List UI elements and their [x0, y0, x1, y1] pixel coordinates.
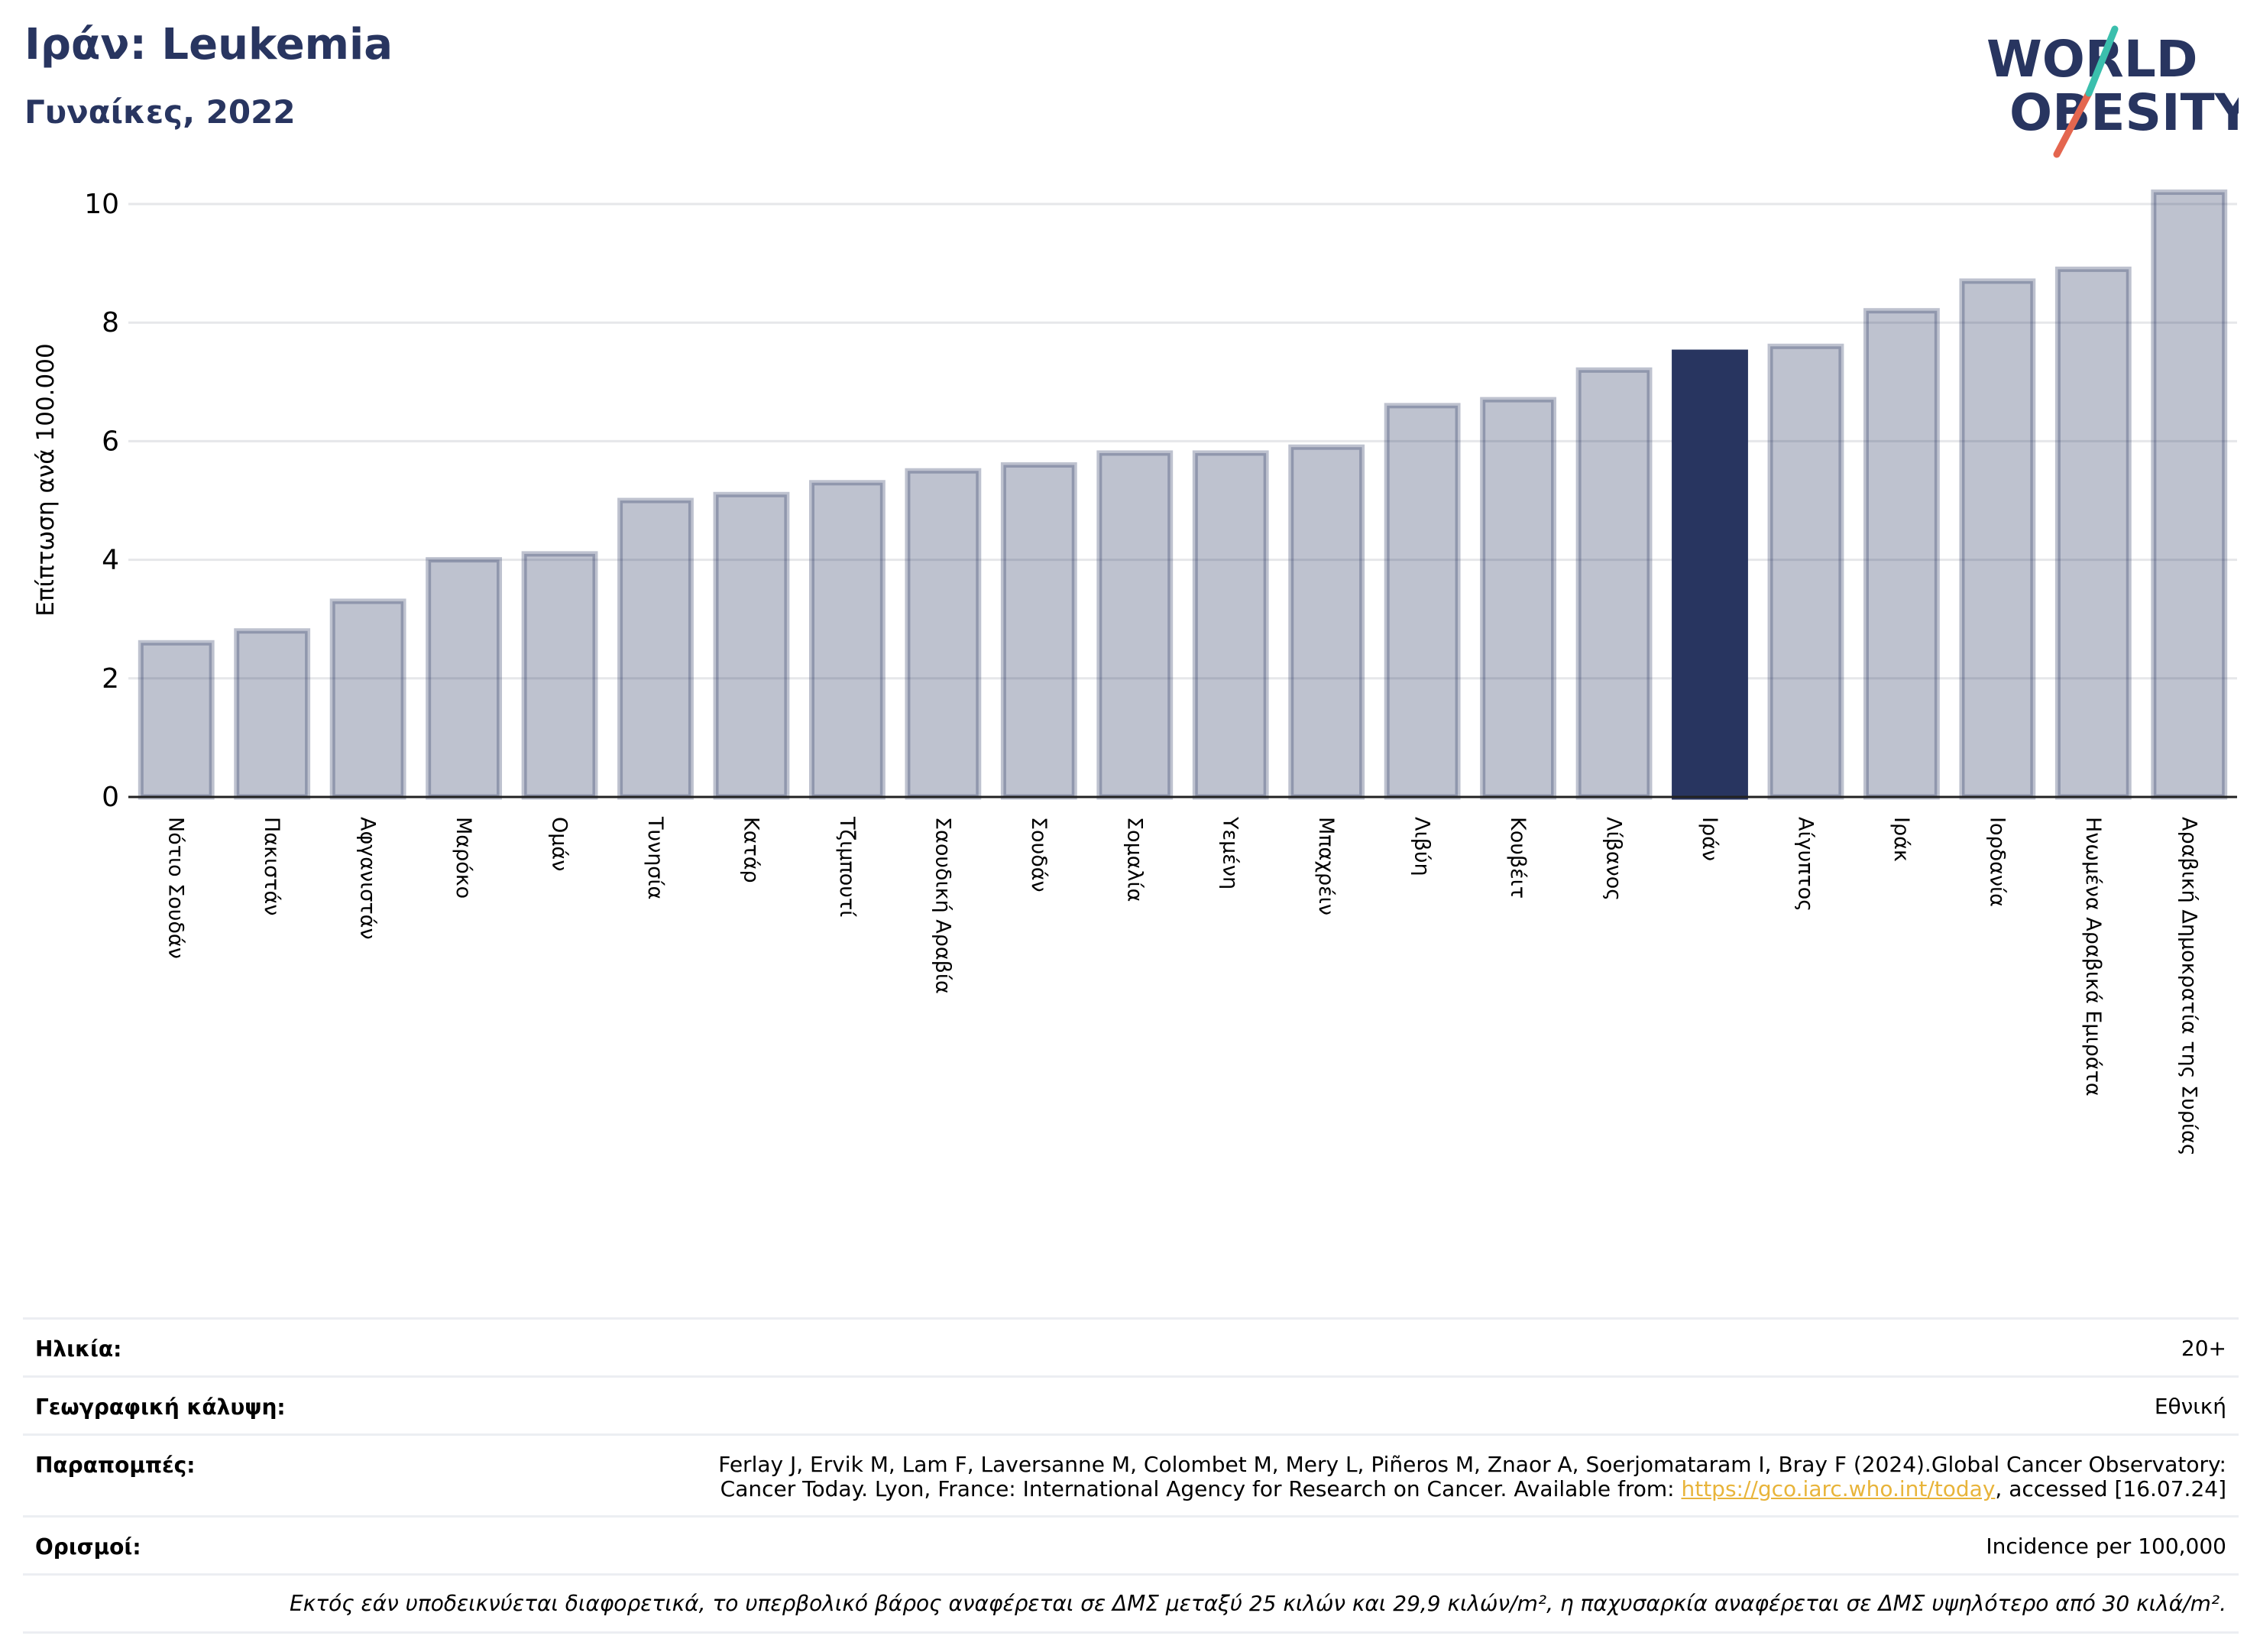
bar-11 — [1192, 450, 1269, 800]
y-tick-label: 8 — [102, 307, 119, 338]
age-value: 20+ — [2181, 1336, 2226, 1361]
bar-15 — [1575, 367, 1653, 800]
x-tick-label: Νότιο Σουδάν — [164, 817, 188, 959]
bars — [128, 189, 2237, 800]
references-label: Παραπομπές: — [35, 1453, 196, 1478]
y-tick-label: 4 — [102, 545, 119, 576]
info-table: Ηλικία: 20+ Γεωγραφική κάλυψη: Εθνική Πα… — [23, 1317, 2239, 1634]
bar-12 — [1288, 444, 1365, 800]
y-tick-label: 10 — [84, 189, 119, 220]
x-tick-label: Ηνωμένα Αραβικά Εμιράτα — [2081, 817, 2105, 1096]
y-tick-label: 2 — [102, 663, 119, 695]
world-obesity-logo: WORLD OBESITY — [1986, 25, 2239, 158]
definitions-value: Incidence per 100,000 — [1986, 1534, 2226, 1559]
bar-chart: 0 2 4 6 8 10 Νότιο Σουδάν Πακιστάν Αφγανιστάν Μα… — [32, 189, 2237, 1156]
info-row-coverage: Γεωγραφική κάλυψη: Εθνική — [23, 1375, 2239, 1433]
x-tick-label: Ιράν — [1698, 817, 1721, 861]
references-line1: Ferlay J, Ervik M, Lam F, Laversanne M, … — [718, 1452, 2226, 1477]
references-link[interactable]: https://gco.iarc.who.int/today — [1681, 1476, 1996, 1501]
references-value: Ferlay J, Ervik M, Lam F, Laversanne M, … — [718, 1453, 2226, 1501]
references-line2-pre: Cancer Today. Lyon, France: Internationa… — [720, 1476, 1682, 1501]
info-row-definitions: Ορισμοί: Incidence per 100,000 — [23, 1515, 2239, 1573]
x-tick-label: Κουβέιτ — [1506, 817, 1530, 899]
age-label: Ηλικία: — [35, 1336, 122, 1362]
x-tick-label: Σομαλία — [1122, 817, 1146, 902]
x-tick-label: Αφγανιστάν — [356, 817, 380, 940]
coverage-label: Γεωγραφική κάλυψη: — [35, 1394, 286, 1420]
x-tick-label: Τυνησία — [643, 816, 667, 899]
bar-9 — [1000, 462, 1077, 800]
x-tick-label: Σουδάν — [1027, 817, 1051, 892]
y-tick-label: 0 — [102, 782, 119, 813]
bar-8 — [905, 468, 982, 800]
bar-2 — [329, 598, 406, 800]
page-subtitle: Γυναίκες, 2022 — [24, 93, 296, 131]
y-tick-label: 6 — [102, 426, 119, 457]
y-axis-label: Επίπτωση ανά 100.000 — [32, 343, 60, 616]
grid — [128, 202, 2237, 680]
x-tick-label: Λιβύη — [1410, 817, 1434, 876]
x-tick-label: Λίβανος — [1602, 817, 1626, 901]
bar-16 — [1672, 349, 1748, 800]
bar-0 — [138, 640, 215, 800]
x-tick-label: Ιορδανία — [1985, 817, 2009, 907]
definitions-label: Ορισμοί: — [35, 1534, 141, 1560]
bar-1 — [234, 628, 311, 800]
bar-7 — [808, 480, 886, 800]
x-tick-label: Σαουδική Αραβία — [931, 817, 954, 994]
x-tick-label: Ομάν — [548, 817, 571, 871]
bar-5 — [617, 497, 694, 800]
x-tick-label: Μπαχρέιν — [1314, 817, 1338, 915]
page-title: Ιράν: Leukemia — [24, 20, 393, 70]
logo-slash-top — [2085, 25, 2119, 97]
bar-10 — [1096, 450, 1174, 800]
bar-4 — [521, 551, 598, 800]
x-tick-label: Μαρόκο — [452, 817, 475, 899]
bar-19 — [1959, 278, 2036, 800]
bar-6 — [713, 491, 790, 800]
logo-line2: OBESITY — [2009, 83, 2239, 142]
x-labels: Νότιο Σουδάν Πακιστάν Αφγανιστάν Μαρόκο Ομάν… — [164, 816, 2201, 1156]
x-tick-label: Πακιστάν — [260, 817, 283, 915]
x-tick-label: Κατάρ — [739, 817, 763, 883]
bar-14 — [1480, 397, 1557, 800]
info-row-age: Ηλικία: 20+ — [23, 1317, 2239, 1375]
coverage-value: Εθνική — [2154, 1394, 2226, 1419]
info-row-references: Παραπομπές: Ferlay J, Ervik M, Lam F, La… — [23, 1433, 2239, 1515]
x-tick-label: Αίγυπτος — [1793, 817, 1817, 912]
bar-17 — [1767, 343, 1844, 800]
y-ticks: 0 2 4 6 8 10 — [84, 189, 119, 813]
footnote: Εκτός εάν υποδεικνύεται διαφορετικά, το … — [23, 1573, 2239, 1634]
bar-13 — [1384, 403, 1461, 800]
x-tick-label: Αραβική Δημοκρατία της Συρίας — [2177, 817, 2200, 1156]
x-tick-label: Υεμένη — [1219, 816, 1242, 889]
bar-20 — [2054, 266, 2132, 800]
bar-21 — [2151, 189, 2228, 800]
logo-slash-bottom — [2053, 89, 2093, 158]
references-line2-post: , accessed [16.07.24] — [1995, 1476, 2226, 1501]
bar-18 — [1863, 308, 1940, 800]
x-tick-label: Ιράκ — [1889, 817, 1913, 862]
x-tick-label: Τζιμπουτί — [835, 816, 859, 917]
bar-3 — [426, 557, 503, 800]
